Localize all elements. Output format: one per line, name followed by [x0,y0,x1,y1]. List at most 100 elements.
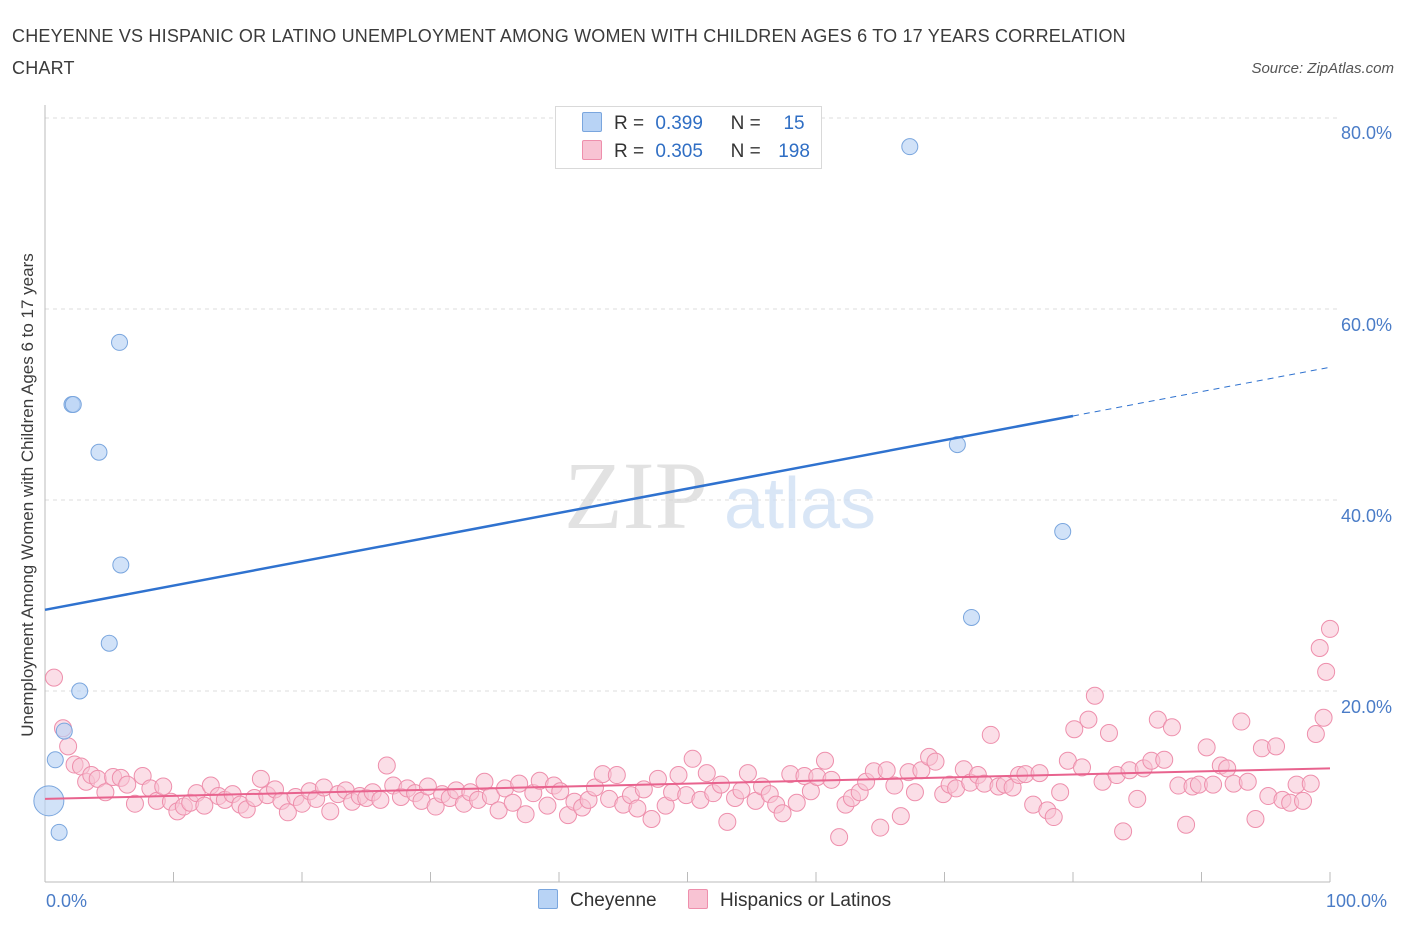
correlation-legend: R = 0.399 N = 15 R = 0.305 N = 198 [555,106,822,169]
hispanic-point [278,803,297,822]
cheyenne-point [100,634,118,652]
hispanic-point [371,790,390,809]
hispanic-point [1065,720,1084,739]
hispanic-point [377,756,396,775]
hispanic-point [1162,718,1181,737]
hispanic-point [1310,639,1329,658]
hispanic-point [118,775,137,794]
hispanic-swatch [582,140,602,160]
hispanic-point [1197,738,1216,757]
hispanic-point [732,781,751,800]
hispanic-point [1246,809,1265,828]
hispanic-point [1128,789,1147,808]
hispanic-trend-line [44,767,1331,800]
hispanic-point [585,778,604,797]
cheyenne-point [46,751,64,769]
x-tick-label: 0.0% [46,891,88,911]
cheyenne-point [112,556,130,574]
hispanic-swatch [688,889,708,909]
cheyenne-swatch [582,112,602,132]
hispanic-point [1114,822,1133,841]
hispanic-point [634,780,653,799]
hispanic-point [1085,686,1104,705]
cheyenne-point [901,138,919,156]
hispanic-point [1177,815,1196,834]
hispanic-point [503,793,522,812]
legend-n-value: 15 [783,113,805,134]
cheyenne-trend-extension [1072,366,1331,417]
hispanic-point [1317,662,1336,681]
legend-row-cheyenne: R = 0.399 N = 15 [582,112,816,138]
hispanic-point [642,809,661,828]
cheyenne-point [50,823,68,841]
hispanic-point [1267,737,1286,756]
hispanic-point [1218,759,1237,778]
hispanic-point [1030,764,1049,783]
cheyenne-point [90,443,108,461]
cheyenne-point [55,722,73,740]
hispanic-point [981,725,1000,744]
hispanic-point [683,749,702,768]
hispanic-point [1155,750,1174,769]
hispanic-point [195,796,214,815]
y-tick-label: 80.0% [1340,123,1392,143]
hispanic-point [551,782,570,801]
hispanic-point [607,766,626,785]
hispanic-point [1148,710,1167,729]
hispanic-point [1044,808,1063,827]
hispanic-point [926,752,945,771]
hispanic-point [1314,708,1333,727]
hispanic-point [1204,775,1223,794]
legend-r-label: R = [614,141,645,162]
hispanic-point [877,761,896,780]
hispanic-point [1321,619,1339,638]
hispanic-point [1079,710,1098,729]
hispanic-point [815,751,834,770]
hispanic-point [489,801,508,820]
hispanic-point [628,799,647,818]
hispanic-point [1051,783,1070,802]
legend-row-hispanic: R = 0.305 N = 198 [582,140,816,166]
watermark-atlas: atlas [724,464,876,544]
legend-label: Hispanics or Latinos [720,890,892,911]
hispanic-point [1099,724,1118,743]
hispanic-point [44,668,63,687]
hispanic-point [1072,758,1091,777]
y-tick-label: 60.0% [1340,315,1392,335]
y-tick-label: 40.0% [1340,506,1392,526]
chart-title: CHEYENNE VS HISPANIC OR LATINO UNEMPLOYM… [12,26,1126,78]
hispanic-point [251,769,270,788]
cheyenne-point [962,608,980,626]
hispanic-point [321,802,340,821]
hispanic-point [787,793,806,812]
hispanic-point [1294,791,1313,810]
hispanic-point [885,776,904,795]
legend-r-label: R = [614,113,645,134]
legend-n-label: N = [730,113,761,134]
cheyenne-point [33,785,65,817]
hispanic-point [125,794,144,813]
legend-label: Cheyenne [570,890,657,911]
watermark-zip: ZIP [564,442,708,549]
cheyenne-point [1054,523,1072,541]
hispanic-point [154,777,173,796]
hispanic-point [697,764,716,783]
cheyenne-point [71,682,89,700]
x-tick-label: 100.0% [1326,891,1388,911]
hispanic-point [538,796,557,815]
hispanic-point [59,737,78,756]
cheyenne-trend-line [44,414,1074,612]
hispanic-point [669,766,688,785]
cheyenne-swatch [538,889,558,909]
hispanic-point [1301,774,1320,793]
hispanic-point [1232,712,1251,731]
hispanic-point [718,812,737,831]
hispanic-point [711,775,730,794]
hispanic-point [773,804,792,823]
cheyenne-point [111,333,129,351]
hispanic-point [1306,724,1325,743]
bottom-legend-hispanic: Hispanics or Latinos [688,889,891,912]
chart-source: Source: ZipAtlas.com [1251,60,1394,77]
cheyenne-point [64,396,82,413]
